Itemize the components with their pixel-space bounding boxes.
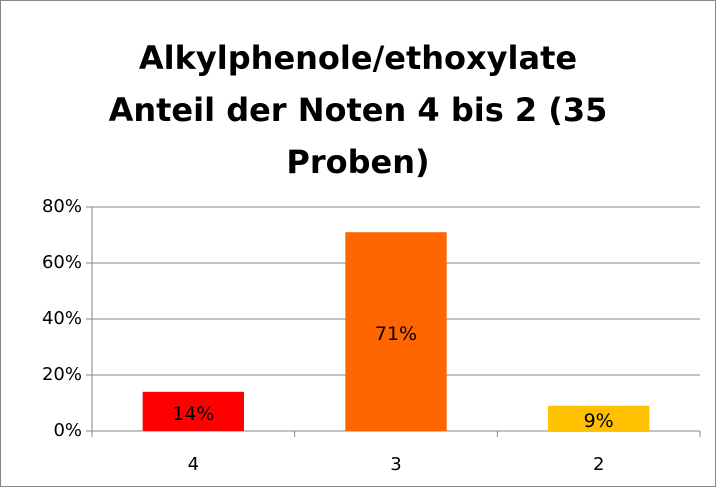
- bar: [548, 405, 650, 431]
- x-tick-label: 3: [390, 454, 401, 475]
- y-tick-label: 20%: [42, 364, 82, 385]
- x-tick-label: 4: [188, 454, 199, 475]
- y-tick-label: 60%: [42, 252, 82, 273]
- y-tick-label: 40%: [42, 308, 82, 329]
- y-tick-label: 80%: [42, 196, 82, 217]
- y-tick-label: 0%: [53, 420, 82, 441]
- chart-title: Alkylphenole/ethoxylate Anteil der Noten…: [108, 39, 608, 181]
- bar: [345, 232, 447, 431]
- data-label: 9%: [584, 410, 614, 432]
- x-tick-label: 2: [593, 454, 604, 475]
- bar: [142, 391, 244, 431]
- data-label: 71%: [375, 323, 417, 345]
- data-label: 14%: [172, 403, 214, 425]
